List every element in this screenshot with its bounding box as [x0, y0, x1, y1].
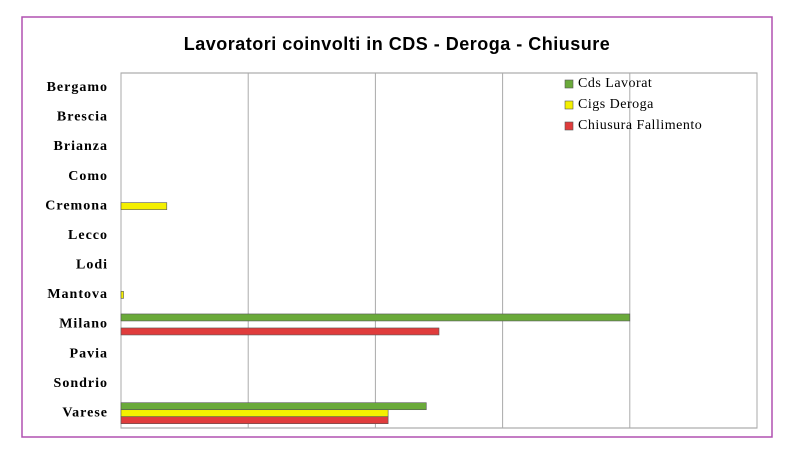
chart-title: Lavoratori coinvolti in CDS - Deroga - C…: [184, 34, 611, 54]
y-tick-label: Sondrio: [54, 376, 108, 391]
bar: [120, 409, 389, 418]
bar: [120, 402, 427, 411]
legend-swatch: [564, 121, 574, 131]
bar: [120, 291, 124, 299]
y-tick-label: Lecco: [68, 228, 108, 243]
legend-label: Chiusura Fallimento: [578, 118, 702, 133]
y-tick-label: Milano: [59, 317, 108, 332]
y-tick-label: Bergamo: [47, 80, 108, 95]
bar: [120, 327, 440, 336]
y-tick-label: Brianza: [54, 139, 108, 154]
chart-border: [21, 16, 773, 438]
y-tick-label: Brescia: [57, 110, 108, 125]
y-tick-label: Varese: [62, 405, 108, 420]
legend-label: Cds Lavorat: [578, 76, 652, 91]
y-tick-label: Pavia: [70, 346, 108, 361]
y-tick-label: Mantova: [47, 287, 108, 302]
y-tick-label: Cremona: [45, 198, 108, 213]
bar: [120, 202, 168, 210]
y-tick-label: Lodi: [76, 258, 108, 273]
legend-label: Cigs Deroga: [578, 97, 654, 112]
legend-swatch: [564, 100, 574, 110]
bar: [120, 416, 389, 425]
legend-swatch: [564, 79, 574, 89]
y-tick-label: Como: [68, 169, 108, 184]
bar: [120, 313, 631, 322]
